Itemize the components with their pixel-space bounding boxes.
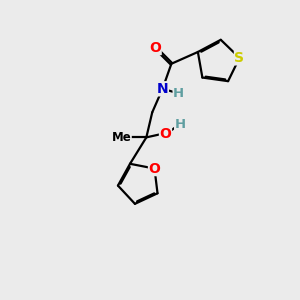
Text: H: H: [175, 118, 186, 130]
Text: O: O: [160, 128, 171, 141]
Text: Me: Me: [111, 131, 131, 144]
Text: O: O: [148, 162, 160, 176]
Text: S: S: [235, 51, 244, 65]
Text: O: O: [149, 40, 161, 55]
Text: H: H: [173, 87, 184, 100]
Text: N: N: [157, 82, 168, 96]
